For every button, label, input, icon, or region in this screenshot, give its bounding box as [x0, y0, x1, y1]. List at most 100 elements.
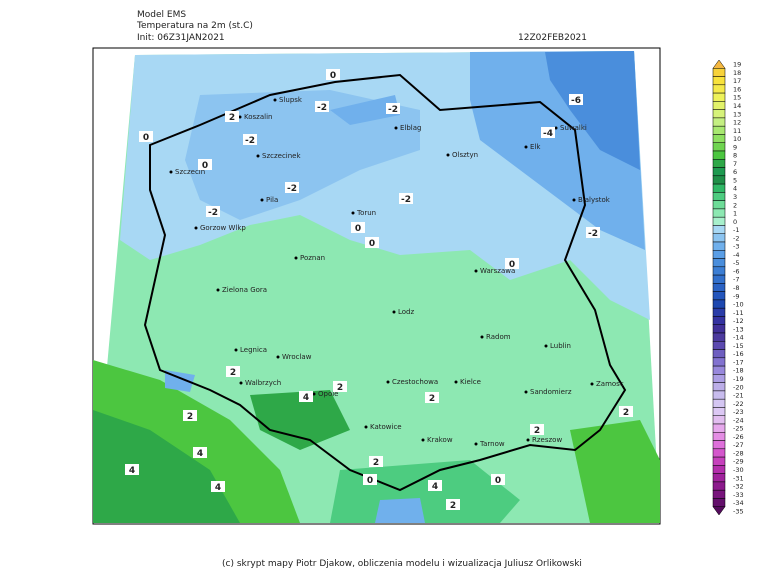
- colorbar-cell: [712, 448, 726, 458]
- field-cold-coast: [330, 95, 400, 125]
- field-warm-south: [330, 460, 520, 523]
- contour-label-box: [139, 131, 153, 142]
- contour-label: 0: [369, 239, 375, 249]
- colorbar-label: -9: [733, 292, 739, 300]
- colorbar-label: -27: [733, 441, 744, 449]
- contour-label-box: [285, 182, 299, 193]
- contour-label: 0: [202, 161, 208, 171]
- city-dot: [572, 198, 576, 202]
- colorbar-label: -2: [733, 234, 739, 242]
- contour-label: 0: [330, 71, 336, 81]
- city-dot: [260, 198, 264, 202]
- colorbar-label: 16: [733, 85, 741, 93]
- colorbar-label: 6: [733, 168, 737, 176]
- contour-label: 4: [197, 449, 203, 459]
- city-dot: [238, 115, 242, 119]
- contour-label-box: [569, 94, 583, 105]
- colorbar-label: 11: [733, 127, 741, 135]
- contour-label-box: [369, 456, 383, 467]
- colorbar-cell: [712, 192, 726, 201]
- colorbar-label: 18: [733, 69, 741, 77]
- city-layer: Slupsk Koszalin Elblag Olsztyn Elk Suwalki Szc…: [169, 96, 624, 448]
- contour-label: 2: [337, 383, 343, 393]
- colorbar-label: -1: [733, 226, 739, 234]
- colorbar-label: -24: [733, 416, 744, 424]
- colorbar-cell: [712, 440, 726, 450]
- city-dot: [554, 126, 558, 130]
- colorbar-cell: [712, 117, 726, 127]
- city-label: Warszawa: [480, 267, 515, 275]
- contour-label: 0: [355, 224, 361, 234]
- colorbar-cell: [712, 415, 726, 425]
- city-dot: [294, 256, 298, 260]
- colorbar-label: -35: [733, 507, 744, 515]
- colorbar-cell: [712, 332, 726, 342]
- colorbar-label: 7: [733, 160, 737, 168]
- city-label: Legnica: [240, 346, 267, 354]
- contour-label: -2: [245, 136, 255, 146]
- field-warmer-sw: [93, 410, 240, 523]
- colorbar-cell: [712, 241, 726, 251]
- city-dot: [239, 381, 243, 385]
- contour-label-box: [365, 237, 379, 248]
- city-label: Suwalki: [560, 124, 587, 132]
- contour-label: -4: [543, 129, 553, 139]
- colorbar-label: -13: [733, 325, 744, 333]
- colorbar-label: -31: [733, 474, 744, 482]
- colorbar-cell: [712, 109, 726, 119]
- contour-label: 2: [373, 458, 379, 468]
- colorbar-arrow: [712, 59, 726, 69]
- city-label: Koszalin: [244, 113, 272, 121]
- field-cold-mountains: [375, 498, 425, 523]
- contour-label-box: [541, 127, 555, 138]
- colorbar-label: -29: [733, 458, 744, 466]
- city-dot: [394, 126, 398, 130]
- colorbar-cell: [712, 134, 726, 143]
- city-label: Zielona Gora: [222, 286, 267, 294]
- colorbar-cell: [712, 398, 726, 408]
- city-dot: [524, 390, 528, 394]
- colorbar-label: 9: [733, 143, 737, 151]
- city-label: Pila: [266, 196, 278, 204]
- colorbar-cell: [712, 390, 726, 400]
- contour-label-box: [243, 134, 257, 145]
- city-dot: [351, 211, 355, 215]
- contour-label-box: [299, 391, 313, 402]
- contour-label-box: [425, 392, 439, 403]
- contour-label-box: [193, 447, 207, 458]
- colorbar-label: -32: [733, 483, 744, 491]
- contour-label: 2: [450, 501, 456, 511]
- colorbar-cell: [712, 76, 726, 86]
- field-warm-silesia: [250, 390, 350, 450]
- colorbar-label: 1: [733, 210, 737, 218]
- colorbar-label: -28: [733, 449, 744, 457]
- colorbar-label: -5: [733, 259, 739, 267]
- contour-label: 0: [143, 133, 149, 143]
- colorbar-cell: [712, 423, 726, 433]
- colorbar-cell: [712, 258, 726, 268]
- colorbar-cell: [712, 68, 726, 77]
- city-label: Lodz: [398, 308, 415, 316]
- colorbar-cell: [712, 125, 726, 135]
- colorbar-arrow: [712, 506, 726, 516]
- city-label: Zamosc: [596, 380, 624, 388]
- colorbar-cell: [712, 324, 726, 334]
- colorbar-cell: [712, 465, 726, 474]
- contour-label-box: [363, 474, 377, 485]
- colorbar-label: 14: [733, 102, 741, 110]
- colorbar-cell: [712, 101, 726, 110]
- contour-label: -2: [317, 103, 327, 113]
- city-dot: [273, 98, 277, 102]
- colorbar-label: 2: [733, 201, 737, 209]
- contour-label: -2: [388, 105, 398, 115]
- city-dot: [590, 382, 594, 386]
- city-label: Olsztyn: [452, 151, 478, 159]
- contour-label: 0: [509, 260, 515, 270]
- colorbar-label: 15: [733, 94, 741, 102]
- colorbar-label: 17: [733, 77, 741, 85]
- colorbar-cell: [712, 142, 726, 152]
- colorbar-cell: [712, 489, 726, 499]
- city-label: Torun: [356, 209, 376, 217]
- colorbar-label: -20: [733, 383, 744, 391]
